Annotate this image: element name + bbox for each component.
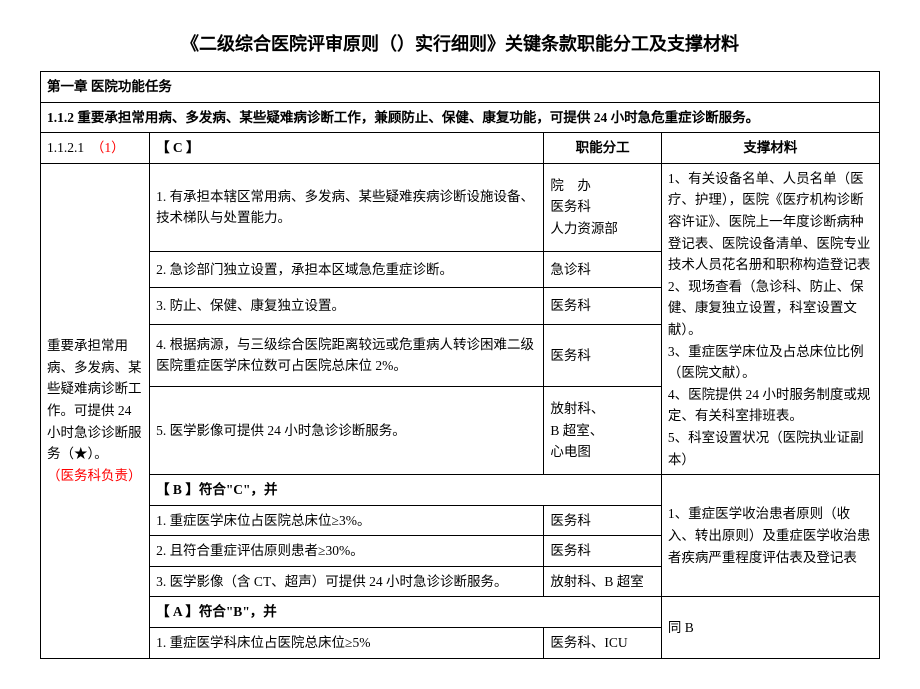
a-head-cell: 【 A 】符合"B"，并: [150, 597, 662, 628]
c-item-5: 5. 医学影像可提供 24 小时急诊诊断服务。: [150, 387, 544, 475]
materials-a-cell: 同 B: [661, 597, 879, 658]
left-desc-cell: 重要承担常用病、多发病、某些疑难病诊断工作。可提供 24 小时急诊诊断服务（★）…: [41, 163, 150, 658]
col-division-head: 职能分工: [544, 133, 661, 164]
row-b-head: 【 B 】符合"C"，并 1、重症医学收治患者原则（收入、转出原则）及重症医学收…: [41, 475, 880, 506]
c-div-3: 医务科: [544, 288, 661, 324]
col-materials-head: 支撑材料: [661, 133, 879, 164]
b-item-2: 2. 且符合重症评估原则患者≥30%。: [150, 536, 544, 567]
row-a-head: 【 A 】符合"B"，并 同 B: [41, 597, 880, 628]
doc-title: 《二级综合医院评审原则（）实行细则》关键条款职能分工及支撑材料: [40, 30, 880, 56]
row-c-1: 重要承担常用病、多发病、某些疑难病诊断工作。可提供 24 小时急诊诊断服务（★）…: [41, 163, 880, 251]
chapter-cell: 第一章 医院功能任务: [41, 72, 880, 103]
a-item-1: 1. 重症医学科床位占医院总床位≥5%: [150, 628, 544, 659]
c-item-1: 1. 有承担本辖区常用病、多发病、某些疑难疾病诊断设施设备、技术梯队与处置能力。: [150, 163, 544, 251]
clause-mark: （1）: [91, 140, 125, 155]
materials-b-cell: 1、重症医学收治患者原则（收入、转出原则）及重症医学收治患者疾病严重程度评估表及…: [661, 475, 879, 597]
left-desc-owner: （医务科负责）: [47, 468, 142, 483]
b-item-3: 3. 医学影像（含 CT、超声）可提供 24 小时急诊诊断服务。: [150, 566, 544, 597]
c-item-3: 3. 防止、保健、康复独立设置。: [150, 288, 544, 324]
materials-c-cell: 1、有关设备名单、人员名单（医疗、护理），医院《医疗机构诊断容许证》、医院上一年…: [661, 163, 879, 474]
b-item-1: 1. 重症医学床位占医院总床位≥3%。: [150, 505, 544, 536]
clause-num: 1.1.2.1: [47, 140, 84, 155]
left-desc-text: 重要承担常用病、多发病、某些疑难病诊断工作。可提供 24 小时急诊诊断服务（★）…: [47, 338, 142, 461]
header-row: 1.1.2.1 （1） 【 C 】 职能分工 支撑材料: [41, 133, 880, 164]
c-div-2: 急诊科: [544, 251, 661, 287]
c-div-5: 放射科、 B 超室、 心电图: [544, 387, 661, 475]
grade-c-head: 【 C 】: [150, 133, 544, 164]
c-div-4: 医务科: [544, 324, 661, 386]
section-row: 1.1.2 重要承担常用病、多发病、某些疑难病诊断工作，兼顾防止、保健、康复功能…: [41, 102, 880, 133]
c-item-4: 4. 根据病源，与三级综合医院距离较远或危重病人转诊困难二级医院重症医学床位数可…: [150, 324, 544, 386]
clause-num-cell: 1.1.2.1 （1）: [41, 133, 150, 164]
main-table: 第一章 医院功能任务 1.1.2 重要承担常用病、多发病、某些疑难病诊断工作，兼…: [40, 71, 880, 659]
a-div-1: 医务科、ICU: [544, 628, 661, 659]
b-div-1: 医务科: [544, 505, 661, 536]
section-cell: 1.1.2 重要承担常用病、多发病、某些疑难病诊断工作，兼顾防止、保健、康复功能…: [41, 102, 880, 133]
b-div-3: 放射科、B 超室: [544, 566, 661, 597]
c-div-1: 院 办 医务科 人力资源部: [544, 163, 661, 251]
chapter-row: 第一章 医院功能任务: [41, 72, 880, 103]
c-item-2: 2. 急诊部门独立设置，承担本区域急危重症诊断。: [150, 251, 544, 287]
b-div-2: 医务科: [544, 536, 661, 567]
b-head-cell: 【 B 】符合"C"，并: [150, 475, 662, 506]
